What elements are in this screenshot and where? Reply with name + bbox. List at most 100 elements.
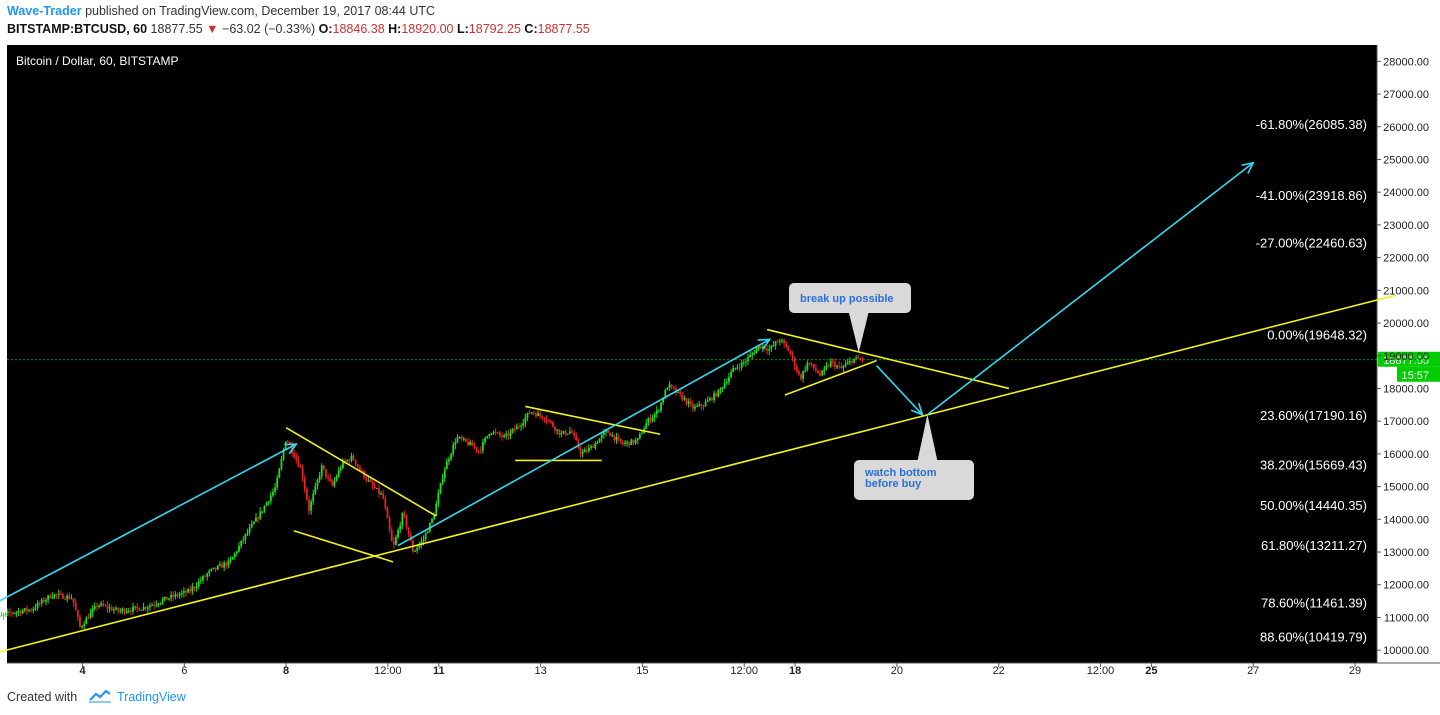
candle-body <box>132 606 134 612</box>
candle-body <box>662 398 665 403</box>
y-tick-label: 24000.00 <box>1383 187 1429 199</box>
arrow-head <box>757 338 772 350</box>
low-label: L: <box>456 22 469 36</box>
candle-body <box>329 477 332 482</box>
candle-body <box>488 433 491 437</box>
candle-body <box>272 491 274 496</box>
candle-body <box>702 406 705 408</box>
plot-area[interactable] <box>7 45 1377 663</box>
published-text: published on TradingView.com, December 1… <box>85 4 436 18</box>
candle-body <box>280 458 283 469</box>
candle-body <box>761 346 764 349</box>
callout-break-up <box>789 283 911 313</box>
candle-body <box>189 589 192 592</box>
candle-body <box>573 432 576 436</box>
candle-body <box>274 487 276 492</box>
candle-body <box>730 372 732 378</box>
candle-body <box>723 383 726 388</box>
candle-body <box>359 466 361 470</box>
candle-body <box>252 521 255 524</box>
candle-body <box>11 612 13 614</box>
candle-body <box>414 550 416 552</box>
x-tick-label: 8 <box>283 665 289 677</box>
tradingview-link[interactable]: TradingView <box>117 690 186 704</box>
x-tick-label: 11 <box>433 665 445 677</box>
y-tick-label: 19000.00 <box>1383 351 1429 363</box>
y-tick-label: 10000.00 <box>1383 645 1429 657</box>
candle-body <box>81 625 83 627</box>
candle-body <box>526 412 529 418</box>
candle-body <box>605 430 607 433</box>
candle-body <box>339 467 342 471</box>
candle-body <box>465 438 467 442</box>
candle-body <box>617 436 620 439</box>
candle-body <box>142 607 145 610</box>
candle-body <box>40 599 43 604</box>
callout-text-line: before buy <box>865 478 922 490</box>
candle-body <box>851 360 853 363</box>
candle-body <box>416 547 419 551</box>
candle-body <box>498 432 501 436</box>
candle-body <box>840 366 843 369</box>
candle-body <box>725 382 728 384</box>
candle-body <box>543 418 546 420</box>
candle-body <box>672 386 675 389</box>
candle-body <box>19 611 22 614</box>
y-tick-label: 11000.00 <box>1384 612 1429 624</box>
y-tick-label: 28000.00 <box>1383 56 1429 68</box>
candle-body <box>560 433 563 435</box>
candle-body <box>354 460 357 465</box>
fib-level-label: 50.00%(14440.35) <box>1260 498 1367 513</box>
candle-body <box>456 437 459 443</box>
candle-body <box>161 599 164 603</box>
candle-body <box>30 609 33 611</box>
candle-body <box>831 361 834 363</box>
price-chart[interactable]: 18877.55 15:57 -61.80%(26085.38) -41.00%(2… <box>0 44 1440 680</box>
candle-body <box>136 606 139 608</box>
candle-body <box>26 608 28 611</box>
candle-body <box>630 439 633 446</box>
candle-body <box>515 426 518 430</box>
y-tick-label: 23000.00 <box>1383 220 1429 232</box>
candle-body <box>471 442 474 447</box>
candle-body <box>798 371 800 375</box>
candle-body <box>696 405 699 407</box>
trendline <box>784 359 877 396</box>
candle-body <box>64 598 67 600</box>
author-link[interactable]: Wave-Trader <box>7 4 82 18</box>
candle-body <box>182 591 185 593</box>
candle-body <box>632 439 635 444</box>
candle-body <box>121 609 124 611</box>
arrow-line <box>0 443 297 602</box>
last-price: 18877.55 <box>150 22 203 36</box>
candle-body <box>660 402 662 411</box>
candle-body <box>235 551 238 554</box>
candle-body <box>240 540 243 546</box>
candle-body <box>350 455 353 462</box>
candle-body <box>426 531 429 534</box>
candle-body <box>229 559 232 561</box>
candle-body <box>51 596 54 598</box>
y-tick-label: 26000.00 <box>1383 122 1429 134</box>
candle-body <box>6 611 9 614</box>
candle-body <box>628 441 631 446</box>
candle-body <box>9 611 11 613</box>
candle-body <box>445 461 448 470</box>
candle-body <box>206 573 209 577</box>
candle-body <box>598 438 601 443</box>
candle-body <box>397 530 399 538</box>
candle-body <box>28 609 30 611</box>
candle-body <box>600 435 603 439</box>
candle-body <box>34 607 37 609</box>
candle-body <box>382 493 385 499</box>
candle-body <box>138 607 141 611</box>
candle-body <box>844 364 847 367</box>
candle-body <box>261 511 264 513</box>
candle-body <box>619 438 622 443</box>
candle-body <box>719 388 722 390</box>
candle-body <box>602 432 605 436</box>
candle-body <box>208 570 211 574</box>
candle-body <box>433 516 436 519</box>
candle-body <box>772 345 775 347</box>
candle-body <box>825 366 828 369</box>
